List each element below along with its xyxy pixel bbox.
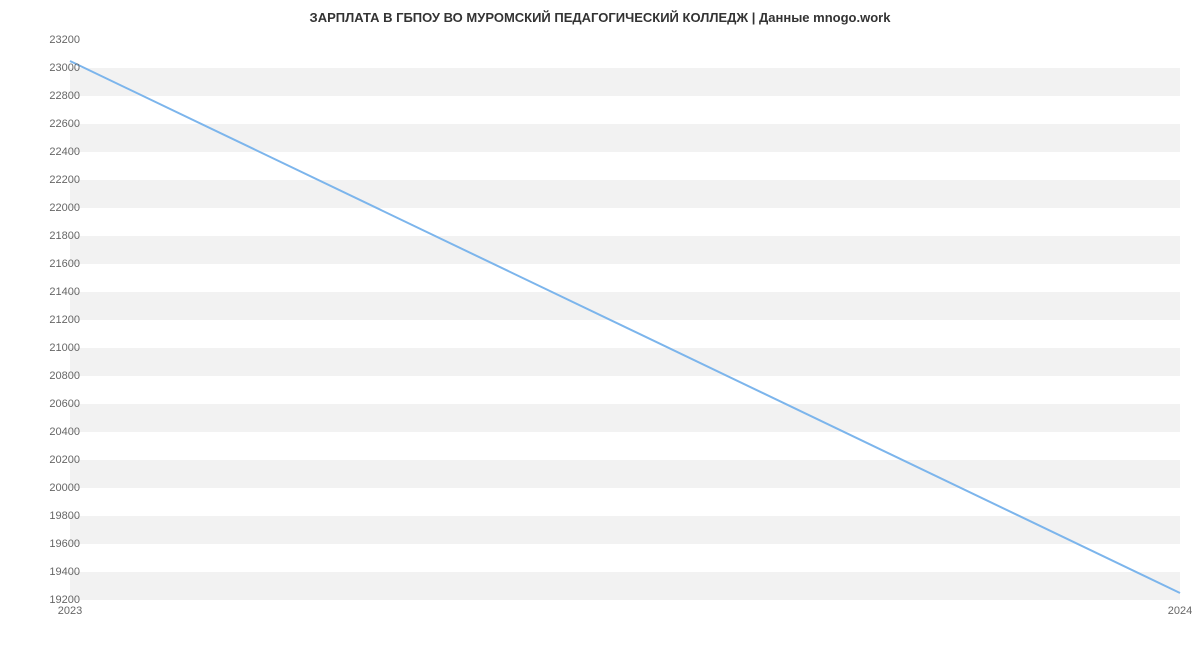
- chart-title: ЗАРПЛАТА В ГБПОУ ВО МУРОМСКИЙ ПЕДАГОГИЧЕ…: [0, 0, 1200, 25]
- y-axis-label: 21800: [30, 230, 80, 242]
- y-axis-label: 23000: [30, 62, 80, 74]
- y-axis-label: 19600: [30, 538, 80, 550]
- y-axis-label: 20800: [30, 370, 80, 382]
- y-axis-label: 20200: [30, 454, 80, 466]
- y-axis-label: 19800: [30, 510, 80, 522]
- y-axis-label: 23200: [30, 34, 80, 46]
- y-axis-label: 22200: [30, 174, 80, 186]
- y-axis-label: 22000: [30, 202, 80, 214]
- x-axis-label: 2023: [58, 605, 82, 617]
- y-axis-label: 21400: [30, 286, 80, 298]
- y-axis-label: 21600: [30, 258, 80, 270]
- x-axis-label: 2024: [1168, 605, 1192, 617]
- plot-area: [70, 40, 1180, 600]
- y-axis-label: 22600: [30, 118, 80, 130]
- y-axis-label: 21200: [30, 314, 80, 326]
- y-axis-label: 20600: [30, 398, 80, 410]
- y-axis-label: 21000: [30, 342, 80, 354]
- y-axis-label: 20400: [30, 426, 80, 438]
- y-axis-label: 22800: [30, 90, 80, 102]
- y-axis-label: 20000: [30, 482, 80, 494]
- data-line: [70, 40, 1180, 600]
- y-axis-label: 19400: [30, 566, 80, 578]
- y-axis-label: 22400: [30, 146, 80, 158]
